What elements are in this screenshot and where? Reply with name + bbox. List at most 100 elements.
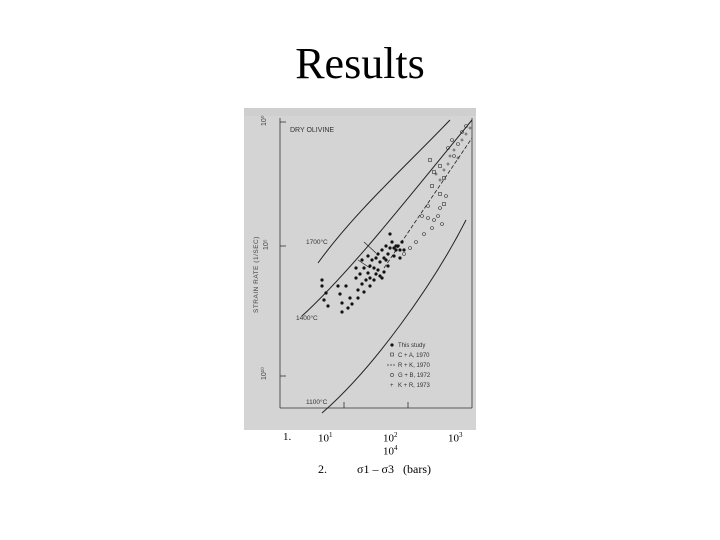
x-tick-base: 10 [383, 445, 394, 458]
data-point-this-study [380, 248, 384, 252]
data-point-this-study [382, 256, 386, 260]
curve-label-1100: 1100°C [306, 398, 328, 406]
data-point-this-study [320, 284, 324, 288]
series-gb-1972 [402, 124, 468, 256]
data-point-ca-1970 [442, 176, 446, 180]
data-point-this-study [374, 256, 378, 260]
data-point-ca-1970 [430, 184, 434, 188]
data-point-this-study [322, 298, 326, 302]
data-point-this-study [388, 246, 392, 250]
series-this-study [320, 232, 406, 314]
data-point-this-study [394, 244, 398, 248]
data-point-this-study [320, 278, 324, 282]
data-point-this-study [364, 278, 368, 282]
data-point-this-study [362, 290, 366, 294]
x-tick-exp: 2 [394, 431, 398, 439]
y-tick-label: 10¹⁰ [260, 367, 268, 380]
arrow [357, 259, 371, 269]
data-point-this-study [390, 240, 394, 244]
data-point-this-study [348, 296, 352, 300]
legend-entry: This study [398, 343, 425, 349]
data-point-ca-1970 [442, 202, 446, 206]
data-point-this-study [324, 291, 328, 295]
data-point-ca-1970 [432, 170, 436, 174]
x-tick-caption-2: 102 [383, 431, 398, 445]
data-point-gb-1972 [452, 154, 456, 158]
data-point-gb-1972 [438, 206, 442, 210]
data-point-gb-1972 [422, 232, 426, 236]
legend-marker [390, 373, 394, 377]
curve-1400 [301, 119, 473, 317]
x-tick-base: 10 [318, 432, 329, 445]
data-point-gb-1972 [456, 142, 460, 146]
data-point-this-study [356, 288, 360, 292]
data-point-this-study [402, 248, 406, 252]
data-point-this-study [398, 256, 402, 260]
data-point-this-study [376, 268, 380, 272]
data-point-this-study [372, 278, 376, 282]
data-point-gb-1972 [414, 240, 418, 244]
curve-1700 [317, 119, 451, 264]
data-point-gb-1972 [460, 130, 464, 134]
x-tick-caption-3: 103 [448, 431, 463, 445]
data-point-gb-1972 [426, 204, 430, 208]
chart-scan: 10⁰ 10⁵ 10¹⁰ STRAIN RATE (1/SEC) DRY OLI… [244, 108, 476, 430]
curve-label-1400: 1400°C [296, 314, 318, 322]
data-point-this-study [376, 252, 380, 256]
data-point-this-study [338, 292, 342, 296]
legend-entry: R + K, 1970 [398, 363, 431, 369]
data-point-this-study [354, 266, 358, 270]
y-tick-label: 10⁵ [263, 239, 270, 250]
data-point-this-study [392, 254, 396, 258]
data-point-this-study [384, 258, 388, 262]
x-tick-caption-1: 101 [318, 431, 333, 445]
data-point-ca-1970 [438, 192, 442, 196]
data-point-gb-1972 [426, 216, 430, 220]
curve-1100 [321, 219, 467, 414]
x-tick-exp: 4 [394, 444, 398, 452]
data-point-this-study [394, 248, 398, 252]
data-point-this-study [386, 252, 390, 256]
data-point-this-study [372, 266, 376, 270]
data-point-this-study [344, 284, 348, 288]
legend-entry: K + R, 1973 [398, 383, 431, 389]
data-point-gb-1972 [440, 222, 444, 226]
arrow [363, 241, 377, 254]
data-point-gb-1972 [464, 124, 468, 128]
slide-title: Results [295, 39, 425, 88]
x-axis-caption: σ1 – σ3 [357, 462, 394, 476]
data-point-this-study [366, 271, 370, 275]
data-point-this-study [346, 306, 350, 310]
legend-marker [390, 343, 394, 347]
data-point-this-study [360, 282, 364, 286]
x-tick-caption-2b: 104 [383, 444, 398, 458]
x-tick-exp: 1 [329, 431, 333, 439]
data-point-gb-1972 [420, 214, 424, 218]
x-axis-units: (bars) [403, 462, 431, 476]
data-point-this-study [360, 258, 364, 262]
data-point-this-study [380, 276, 384, 280]
data-point-this-study [378, 274, 382, 278]
data-point-this-study [366, 254, 370, 258]
data-point-this-study [336, 284, 340, 288]
data-point-gb-1972 [402, 252, 406, 256]
data-point-this-study [388, 232, 392, 236]
legend-entry: C + A, 1970 [398, 353, 430, 359]
data-point-gb-1972 [436, 214, 440, 218]
data-point-gb-1972 [446, 146, 450, 150]
chart-title: DRY OLIVINE [290, 127, 334, 134]
y-axis-label: STRAIN RATE (1/SEC) [253, 236, 260, 313]
data-point-this-study [340, 301, 344, 305]
x-tick-base: 10 [448, 432, 459, 445]
y-tick-label: 10⁰ [260, 115, 268, 126]
data-point-this-study [378, 260, 382, 264]
data-point-this-study [392, 246, 396, 250]
legend-entry: G + B, 1972 [398, 373, 431, 379]
legend-marker: + [390, 383, 394, 389]
data-point-ca-1970 [428, 158, 432, 162]
caption-number-1: 1. [283, 431, 292, 443]
data-point-this-study [384, 244, 388, 248]
data-point-ca-1970 [438, 164, 442, 168]
data-point-gb-1972 [432, 218, 436, 222]
legend-marker [390, 352, 394, 357]
